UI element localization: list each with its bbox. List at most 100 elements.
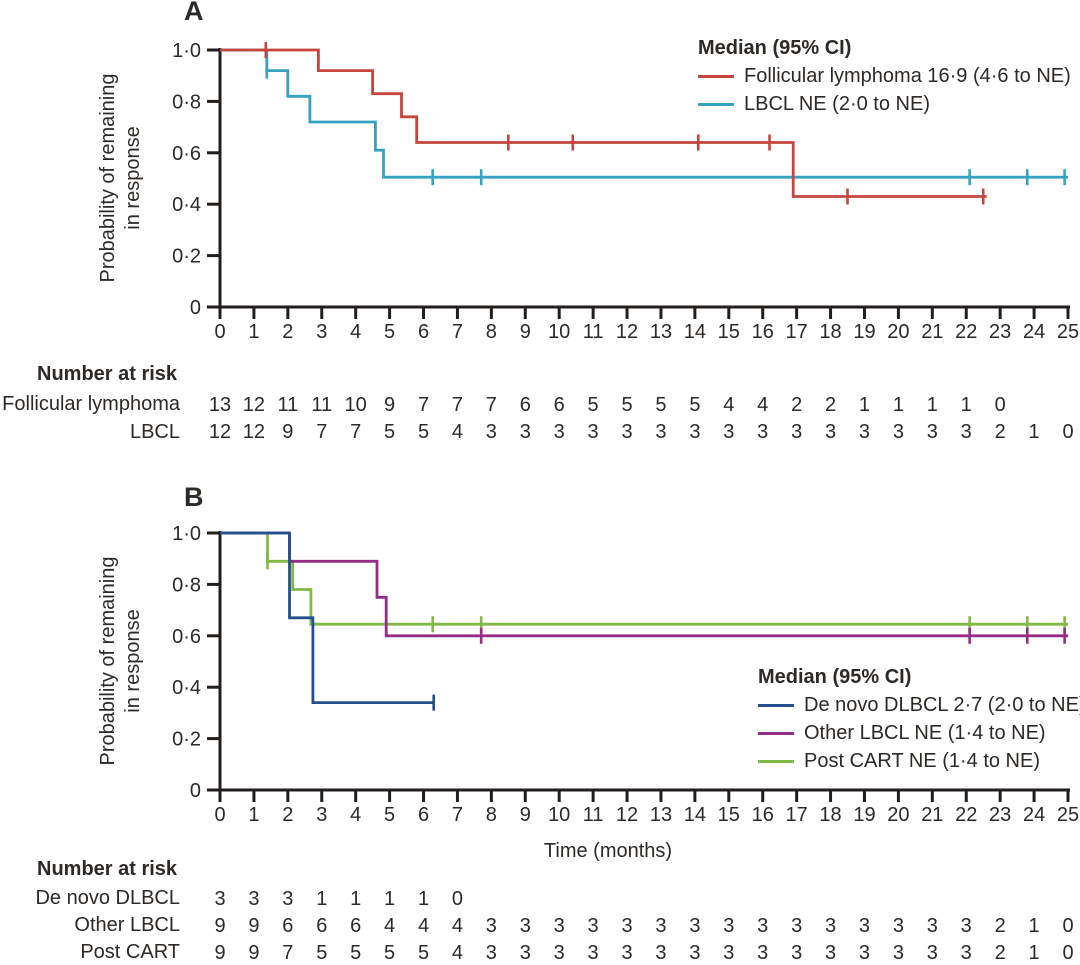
- risk-value: 0: [1062, 942, 1073, 964]
- series-de-novo-dlbcl: [220, 531, 434, 704]
- risk-value: 4: [452, 942, 463, 964]
- risk-value: 3: [825, 942, 836, 964]
- panel-b: 1·00·80·60·40·200 1 2 3 4 5 6 7 8 9 10 11 12 13 14 15 16…: [172, 523, 1079, 964]
- x-tick-label: 23: [989, 321, 1011, 343]
- risk-value: 3: [893, 421, 904, 443]
- legend-item-label: LBCL NE (2·0 to NE): [744, 93, 930, 115]
- risk-value: 3: [520, 942, 531, 964]
- risk-value: 3: [282, 888, 293, 910]
- x-tick-label: 10: [548, 321, 570, 343]
- risk-value: 3: [486, 421, 497, 443]
- panel-b-label: B: [184, 482, 204, 512]
- x-tick-label: 8: [486, 804, 497, 826]
- risk-value: 3: [757, 915, 768, 937]
- y-axis-title-line-1: Probability of remaining: [97, 556, 119, 766]
- risk-value: 3: [214, 888, 225, 910]
- risk-value: 3: [588, 915, 599, 937]
- risk-value: 1: [893, 394, 904, 416]
- risk-value: 3: [655, 915, 666, 937]
- risk-value: 6: [316, 915, 327, 937]
- x-tick-label: 13: [650, 804, 672, 826]
- risk-value: 9: [384, 394, 395, 416]
- x-tick-label: 14: [684, 321, 706, 343]
- x-tick-label: 24: [1023, 804, 1045, 826]
- risk-value: 3: [893, 942, 904, 964]
- x-tick-label: 5: [384, 804, 395, 826]
- risk-row-lbcl: 12 12 9 7 7 5 5 4 3 3 3 3 3 3 3 3 3 3 3 3 3 3 3 2 1 0: [209, 421, 1074, 443]
- risk-value: 4: [723, 394, 734, 416]
- risk-value: 3: [825, 915, 836, 937]
- y-tick-label: 0·8: [172, 574, 201, 596]
- risk-value: 2: [791, 394, 802, 416]
- y-axis-title-line-2: in response: [122, 609, 144, 713]
- risk-row-label-follicular-lymphoma: Follicular lymphoma: [2, 393, 180, 415]
- risk-value: 6: [350, 915, 361, 937]
- risk-value: 5: [316, 942, 327, 964]
- panel-b-y-axis-title: Probability of remaining in response: [96, 501, 146, 821]
- x-tick-label: 12: [616, 321, 638, 343]
- lbcl-line-swatch: [698, 102, 734, 106]
- risk-value: 3: [961, 421, 972, 443]
- risk-value: 9: [248, 942, 259, 964]
- risk-value: 1: [316, 888, 327, 910]
- x-tick-label: 0: [214, 321, 225, 343]
- risk-value: 3: [859, 915, 870, 937]
- risk-value: 4: [418, 915, 429, 937]
- risk-value: 1: [384, 888, 395, 910]
- x-tick-label: 6: [418, 804, 429, 826]
- risk-value: 3: [520, 421, 531, 443]
- series-post-cart: [220, 531, 1068, 626]
- risk-value: 3: [689, 942, 700, 964]
- x-tick-label: 4: [350, 804, 361, 826]
- risk-value: 4: [757, 394, 768, 416]
- x-tick-label: 17: [786, 804, 808, 826]
- risk-value: 2: [825, 394, 836, 416]
- x-tick-label: 8: [486, 321, 497, 343]
- legend-title: Median (95% CI): [698, 37, 852, 59]
- risk-value: 0: [995, 394, 1006, 416]
- y-axis-title-line-1: Probability of remaining: [97, 73, 119, 283]
- risk-value: 1: [927, 394, 938, 416]
- risk-value: 3: [927, 915, 938, 937]
- x-tick-label: 1: [248, 321, 259, 343]
- risk-value: 3: [554, 942, 565, 964]
- risk-value: 7: [350, 421, 361, 443]
- x-tick-label: 12: [616, 804, 638, 826]
- x-tick-label: 15: [718, 804, 740, 826]
- risk-value: 3: [927, 421, 938, 443]
- x-tick-label: 21: [921, 321, 943, 343]
- series-other-lbcl: [220, 531, 1068, 638]
- risk-value: 1: [418, 888, 429, 910]
- risk-value: 5: [655, 394, 666, 416]
- x-tick-label: 25: [1057, 321, 1079, 343]
- x-tick-label: 25: [1057, 804, 1079, 826]
- risk-value: 4: [384, 915, 395, 937]
- risk-value: 9: [248, 915, 259, 937]
- risk-value: 1: [961, 394, 972, 416]
- x-tick-label: 5: [384, 321, 395, 343]
- risk-value: 9: [214, 942, 225, 964]
- risk-value: 3: [825, 421, 836, 443]
- x-tick-label: 0: [214, 804, 225, 826]
- panel-b-legend: Median (95% CI) De novo DLBCL 2·7 (2·0 t…: [758, 663, 1080, 775]
- y-axis-title-line-2: in response: [122, 126, 144, 230]
- x-tick-label: 17: [786, 321, 808, 343]
- risk-value: 2: [995, 421, 1006, 443]
- x-tick-label: 18: [819, 804, 841, 826]
- risk-value: 3: [689, 915, 700, 937]
- x-tick-label: 6: [418, 321, 429, 343]
- y-tick-label: 0·6: [172, 143, 201, 165]
- risk-value: 3: [689, 421, 700, 443]
- x-tick-label: 9: [520, 804, 531, 826]
- risk-value: 0: [1062, 915, 1073, 937]
- risk-value: 3: [927, 942, 938, 964]
- y-tick-label: 1·0: [172, 523, 201, 545]
- risk-value: 5: [384, 421, 395, 443]
- x-tick-label: 7: [452, 804, 463, 826]
- y-tick-label: 0·6: [172, 626, 201, 648]
- legend-item-lbcl: LBCL NE (2·0 to NE): [698, 90, 1071, 118]
- legend-item-other-lbcl: Other LBCL NE (1·4 to NE): [758, 719, 1080, 747]
